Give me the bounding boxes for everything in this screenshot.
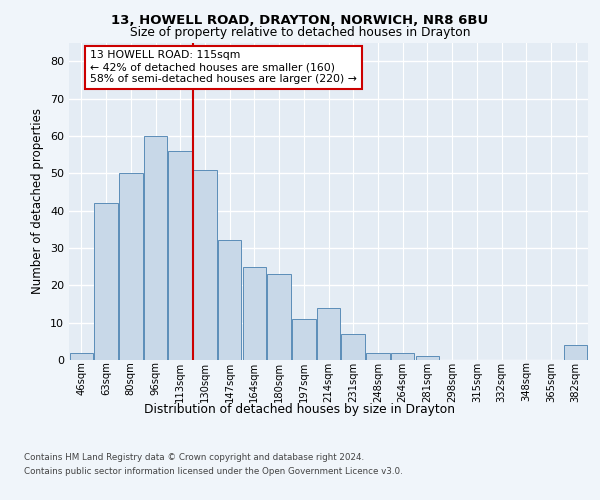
Text: 13, HOWELL ROAD, DRAYTON, NORWICH, NR8 6BU: 13, HOWELL ROAD, DRAYTON, NORWICH, NR8 6… bbox=[112, 14, 488, 27]
Bar bbox=[119, 173, 143, 360]
Bar bbox=[317, 308, 340, 360]
Bar bbox=[218, 240, 241, 360]
Text: Distribution of detached houses by size in Drayton: Distribution of detached houses by size … bbox=[145, 402, 455, 415]
Text: 13 HOWELL ROAD: 115sqm
← 42% of detached houses are smaller (160)
58% of semi-de: 13 HOWELL ROAD: 115sqm ← 42% of detached… bbox=[90, 50, 356, 84]
Text: Contains public sector information licensed under the Open Government Licence v3: Contains public sector information licen… bbox=[24, 467, 403, 476]
Bar bbox=[416, 356, 439, 360]
Text: Size of property relative to detached houses in Drayton: Size of property relative to detached ho… bbox=[130, 26, 470, 39]
Y-axis label: Number of detached properties: Number of detached properties bbox=[31, 108, 44, 294]
Bar bbox=[292, 319, 316, 360]
Bar bbox=[341, 334, 365, 360]
Bar bbox=[391, 352, 415, 360]
Bar bbox=[242, 266, 266, 360]
Bar bbox=[70, 352, 93, 360]
Bar bbox=[144, 136, 167, 360]
Bar bbox=[94, 203, 118, 360]
Bar bbox=[564, 345, 587, 360]
Bar bbox=[169, 151, 192, 360]
Bar bbox=[366, 352, 389, 360]
Bar bbox=[193, 170, 217, 360]
Bar bbox=[268, 274, 291, 360]
Text: Contains HM Land Registry data © Crown copyright and database right 2024.: Contains HM Land Registry data © Crown c… bbox=[24, 454, 364, 462]
